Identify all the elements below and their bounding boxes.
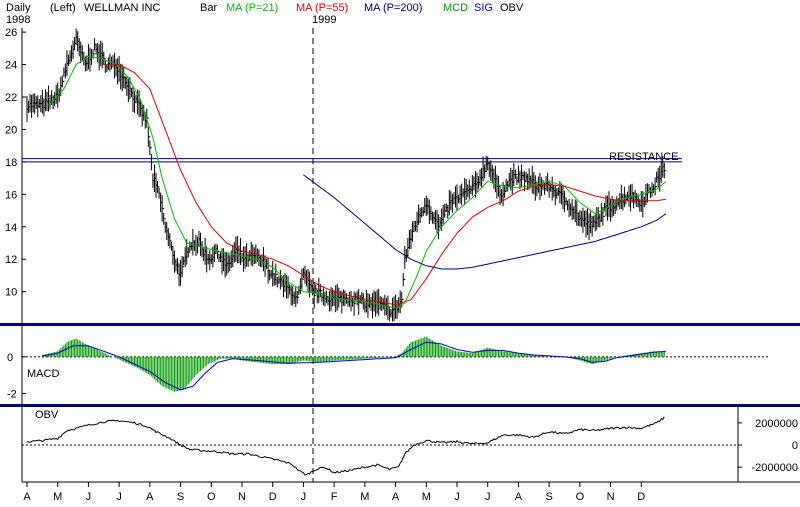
x-month-label: A [146,491,154,503]
macd-histogram [41,336,665,392]
x-month-label: A [392,491,400,503]
legend-obv: OBV [500,2,524,14]
obv-tick-label: 0 [792,440,798,452]
x-month-label: M [53,491,62,503]
macd-signal-line [42,341,666,391]
ma21-line [48,55,667,309]
symbol-label: WELLMAN INC [84,2,160,14]
x-month-label: S [545,491,552,503]
x-month-label: N [607,491,615,503]
panel-frames [0,28,800,483]
x-month-label: M [422,491,431,503]
resistance-lines: RESISTANCE [22,151,682,163]
x-month-label: O [576,491,585,503]
chart-header: Daily 1998 (Left) WELLMAN INC Bar MA (P=… [6,2,524,26]
ma55-line [103,64,666,306]
macd-tick-label: 0 [7,352,13,364]
x-month-label: A [515,491,523,503]
price-tick-label: 26 [5,27,17,39]
price-tick-label: 16 [5,189,17,201]
price-tick-label: 24 [5,60,17,72]
obv-y-ticks: 2000000 0 -2000000 [738,418,798,474]
price-tick-label: 10 [5,287,17,299]
year-divider-label: 1999 [312,14,336,26]
obv-line [26,416,665,476]
legend-ma21: MA (P=21) [226,2,278,14]
price-tick-label: 14 [5,222,17,234]
resistance-label: RESISTANCE [609,151,678,163]
price-tick-label: 20 [5,124,17,136]
x-month-label: N [238,491,246,503]
price-tick-label: 18 [5,157,17,169]
obv-tick-label: 2000000 [755,418,798,430]
macd-obv-divider [0,404,800,407]
x-month-label: M [360,491,369,503]
x-month-label: D [269,491,277,503]
x-month-label: J [301,491,307,503]
price-macd-divider [0,323,800,326]
year-start-label: 1998 [6,14,30,26]
ma200-line [303,174,667,270]
x-month-label: F [331,491,338,503]
price-y-ticks: 26 24 22 20 18 16 14 12 10 [5,27,26,299]
legend-ma200: MA (P=200) [364,2,422,14]
x-month-label: J [454,491,460,503]
macd-tick-label: -2 [7,389,17,401]
chart-style-label: Bar [200,2,217,14]
macd-panel-title: MACD [27,368,59,380]
obv-tick-label: -2000000 [752,462,799,474]
price-tick-label: 22 [5,92,17,104]
period-label: Daily [6,2,31,14]
x-month-label: J [116,491,122,503]
legend-mcd: MCD [443,2,468,14]
legend-sig: SIG [474,2,493,14]
obv-panel-title: OBV [35,409,59,421]
macd-y-ticks: 0 -2 [7,352,26,401]
x-month-label: J [485,491,491,503]
x-month-label: S [177,491,184,503]
x-month-label: O [207,491,216,503]
x-month-label: D [637,491,645,503]
legend-ma55: MA (P=55) [296,2,348,14]
scale-label: (Left) [50,2,76,14]
x-month-label: J [86,491,92,503]
price-tick-label: 12 [5,254,17,266]
x-month-label: A [23,491,31,503]
